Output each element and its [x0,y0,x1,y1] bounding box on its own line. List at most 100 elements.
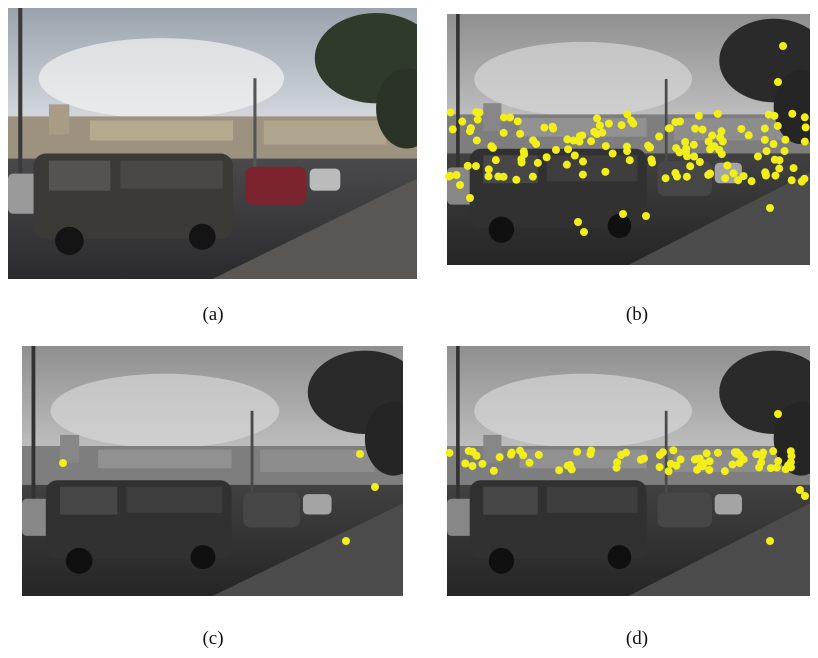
keypoint [705,466,713,474]
keypoint [619,210,627,218]
keypoint [468,462,476,470]
keypoint [467,124,475,132]
keypoint [672,144,680,152]
keypoint [623,143,631,151]
keypoint [543,153,551,161]
keypoint [676,117,684,125]
photo-d [447,346,818,596]
keypoint [571,152,579,160]
keypoint [453,171,461,179]
keypoint [774,410,782,418]
keypoint [714,110,722,118]
keypoint [570,136,578,144]
caption: (b) [626,304,648,325]
keypoint [671,169,679,177]
keypoint [622,449,630,457]
keypoint [662,174,670,182]
keypoint [732,450,740,458]
keypoint [602,142,610,150]
keypoint [449,125,457,133]
keypoint [681,138,689,146]
keypoint [490,467,498,475]
keypoint [721,467,729,475]
keypoint [730,169,738,177]
keypoint [706,170,714,178]
keypoint [514,117,522,125]
keypoint [587,137,595,145]
keypoint [801,113,809,121]
keypoint [342,537,350,545]
keypoint [478,460,486,468]
keypoint [512,176,520,184]
keypoint [500,173,508,181]
keypoint [677,455,685,463]
keypoint [748,177,756,185]
keypoint [640,455,648,463]
keypoint [618,121,626,129]
keypoint [714,449,722,457]
keypoint [667,460,675,468]
keypoint [593,130,601,138]
photo-c [22,346,422,596]
keypoint [779,42,787,50]
keypoint [555,466,563,474]
keypoint [782,465,790,473]
keypoint [734,176,742,184]
keypoint [613,464,621,472]
keypoint [464,162,472,170]
keypoint [601,168,609,176]
keypoint [579,171,587,179]
keypoint [771,172,779,180]
keypoint [596,122,604,130]
photo-a [8,8,437,279]
page: (a) (b) (c) (d) (() => { const data = JS… [0,0,818,653]
keypoint [765,111,773,119]
keypoint [774,457,782,465]
keypoint [737,125,745,133]
keypoint [356,450,364,458]
keypoint [790,164,798,172]
keypoint [801,492,809,500]
keypoint [475,109,483,117]
keypoint [754,152,762,160]
keypoint [474,116,482,124]
keypoint [626,156,634,164]
keypoint [718,150,726,158]
keypoint [485,165,493,173]
keypoint [469,448,477,456]
keypoint [456,181,464,189]
keypoint [644,142,652,150]
keypoint [534,159,542,167]
keypoint [683,152,691,160]
keypoint [802,123,810,131]
keypoint [655,133,663,141]
keypoint [752,450,760,458]
keypoint [642,212,650,220]
keypoint [446,108,454,116]
keypoint [774,78,782,86]
keypoint [473,136,481,144]
keypoint [669,446,677,454]
keypoint [666,124,674,132]
keypoint [579,158,587,166]
keypoint [690,153,698,161]
keypoint [769,447,777,455]
keypoint [723,161,731,169]
keypoint [759,449,767,457]
keypoint [587,446,595,454]
keypoint [788,110,796,118]
keypoint [492,156,500,164]
caption: (c) [202,628,223,649]
keypoint [466,194,474,202]
keypoint [529,173,537,181]
keypoint [721,174,729,182]
keypoint [700,459,708,467]
keypoint [573,448,581,456]
figure: (a) (b) (c) (d) [0,0,818,653]
keypoint [496,453,504,461]
keypoint [781,147,789,155]
keypoint [656,463,664,471]
caption: (a) [202,304,223,325]
keypoint [563,161,571,169]
keypoint [500,129,508,137]
